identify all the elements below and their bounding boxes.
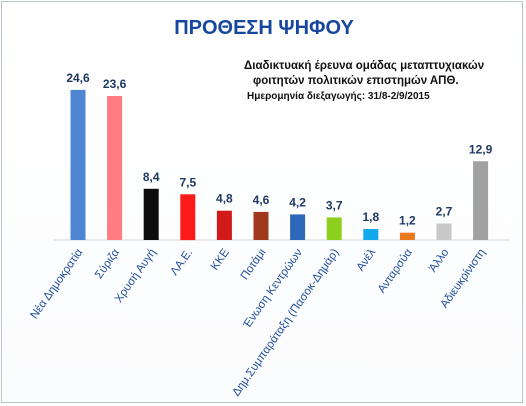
- category-label-9: Ανταρσύα: [376, 247, 415, 296]
- value-label-6: 4,2: [289, 195, 306, 209]
- bar-0: [70, 89, 86, 241]
- bar-6: [290, 214, 306, 240]
- value-label-10: 2,7: [436, 205, 453, 219]
- value-label-9: 1,2: [399, 214, 416, 228]
- category-label-0: Νέα Δημοκρατία: [28, 247, 85, 322]
- value-label-1: 23,6: [103, 77, 127, 91]
- value-label-2: 8,4: [143, 170, 160, 184]
- survey-note-line-2: φοιτητών πολιτικών επιστημών ΑΠΘ.: [253, 75, 459, 87]
- category-label-3: ΛΑ.Ε.: [169, 247, 196, 278]
- category-label-4: ΚΚΕ: [209, 247, 232, 273]
- value-label-8: 1,8: [362, 210, 379, 224]
- bar-10: [436, 223, 452, 240]
- bar-8: [363, 229, 379, 240]
- bar-7: [326, 217, 342, 240]
- bar-4: [216, 210, 232, 240]
- category-label-5: Ποτάμι: [239, 246, 269, 282]
- value-label-3: 7,5: [179, 175, 196, 189]
- bar-9: [399, 232, 415, 240]
- value-label-0: 24,6: [66, 71, 90, 85]
- bar-1: [107, 96, 123, 240]
- category-label-10: Άλλο: [427, 247, 451, 275]
- bar-3: [180, 194, 196, 241]
- value-label-5: 4,6: [253, 193, 270, 207]
- bar-2: [143, 188, 159, 240]
- value-label-7: 3,7: [326, 198, 343, 212]
- chart-title: ΠΡΟΘΕΣΗ ΨΗΦΟΥ: [174, 17, 354, 39]
- value-label-11: 12,9: [469, 142, 493, 156]
- bars-group: [70, 89, 489, 241]
- survey-date: Ημερομηνία διεξαγωγής: 31/8-2/9/2015: [247, 91, 430, 102]
- bar-11: [473, 161, 489, 240]
- bar-5: [253, 211, 269, 240]
- value-label-4: 4,8: [216, 192, 233, 206]
- survey-note-line-1: Διαδικτυακή έρευνα ομάδας μεταπτυχιακών: [244, 60, 484, 72]
- category-label-1: Σύριζα: [93, 247, 122, 282]
- value-labels-group: 24,6 23,6 8,4 7,5 4,8 4,6 4,2 3,7 1,8 1,2 2,7 12,9: [66, 71, 492, 228]
- category-label-8: Ανέλ: [355, 247, 379, 274]
